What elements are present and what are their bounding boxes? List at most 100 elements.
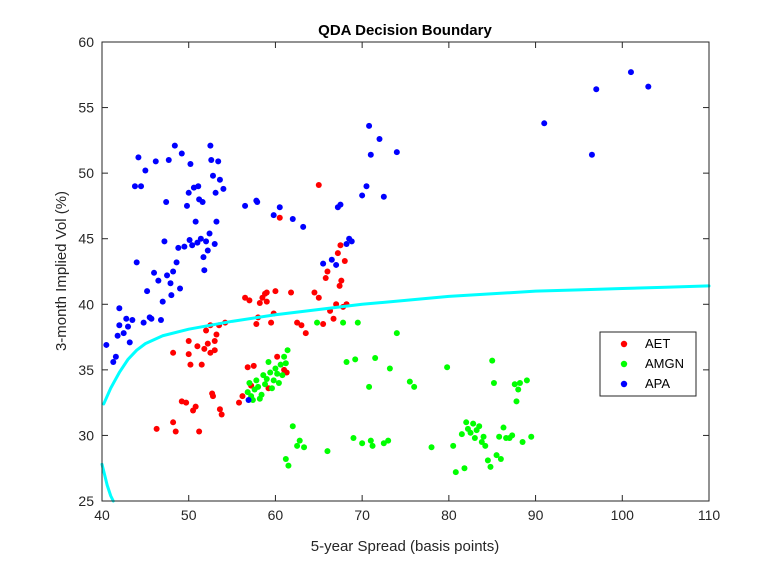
point-amgn bbox=[354, 319, 361, 326]
point-amgn bbox=[513, 398, 520, 405]
boundary-curve-layer bbox=[100, 284, 711, 503]
point-apa bbox=[245, 397, 252, 404]
point-amgn bbox=[343, 358, 350, 365]
point-aet bbox=[239, 393, 246, 400]
point-apa bbox=[125, 323, 132, 330]
point-aet bbox=[244, 364, 251, 371]
point-aet bbox=[320, 320, 327, 327]
point-aet bbox=[218, 411, 225, 418]
point-aet bbox=[170, 419, 177, 426]
series-amgn bbox=[244, 319, 535, 476]
point-apa bbox=[181, 243, 188, 250]
point-apa bbox=[183, 202, 190, 209]
point-apa bbox=[129, 317, 136, 324]
point-amgn bbox=[444, 364, 451, 371]
point-apa bbox=[178, 150, 185, 157]
point-apa bbox=[363, 183, 370, 190]
point-apa bbox=[120, 330, 127, 337]
point-amgn bbox=[282, 360, 289, 367]
point-aet bbox=[246, 297, 253, 304]
point-apa bbox=[204, 247, 211, 254]
point-amgn bbox=[274, 370, 281, 377]
point-apa bbox=[328, 256, 335, 263]
point-apa bbox=[220, 185, 227, 192]
point-amgn bbox=[482, 442, 489, 449]
point-amgn bbox=[406, 378, 413, 385]
point-amgn bbox=[285, 462, 292, 469]
point-aet bbox=[336, 282, 343, 289]
point-amgn bbox=[411, 383, 418, 390]
point-amgn bbox=[258, 391, 265, 398]
point-apa bbox=[173, 259, 180, 266]
point-amgn bbox=[386, 365, 393, 372]
point-amgn bbox=[519, 438, 526, 445]
point-amgn bbox=[314, 319, 321, 326]
point-apa bbox=[366, 122, 373, 129]
point-amgn bbox=[452, 469, 459, 476]
point-apa bbox=[200, 254, 207, 261]
point-amgn bbox=[500, 424, 507, 431]
y-axis-label: 3-month Implied Vol (%) bbox=[53, 191, 70, 351]
point-aet bbox=[250, 362, 257, 369]
point-amgn bbox=[523, 377, 530, 384]
point-apa bbox=[157, 317, 164, 324]
point-amgn bbox=[458, 431, 465, 438]
x-tick-label: 90 bbox=[528, 507, 544, 523]
point-apa bbox=[216, 176, 223, 183]
point-apa bbox=[123, 315, 130, 322]
point-apa bbox=[152, 158, 159, 165]
x-tick-label: 50 bbox=[181, 507, 197, 523]
point-apa bbox=[289, 216, 296, 223]
point-amgn bbox=[324, 448, 331, 455]
x-tick-label: 80 bbox=[441, 507, 457, 523]
point-apa bbox=[376, 136, 383, 143]
point-aet bbox=[236, 399, 243, 406]
ticks-layer: 40 50 60 70 80 90 100 110 25 30 35 40 45 50 55 60 bbox=[78, 34, 720, 523]
point-amgn bbox=[511, 381, 518, 388]
legend-label-aet: AET bbox=[645, 336, 670, 351]
point-amgn bbox=[470, 420, 477, 427]
legend-box bbox=[599, 331, 697, 397]
point-aet bbox=[216, 406, 223, 413]
point-apa bbox=[367, 151, 374, 158]
series-apa bbox=[103, 69, 652, 404]
point-apa bbox=[103, 341, 110, 348]
point-apa bbox=[144, 288, 151, 295]
point-amgn bbox=[480, 433, 487, 440]
point-apa bbox=[208, 157, 215, 164]
point-apa bbox=[161, 238, 168, 245]
point-apa bbox=[142, 167, 149, 174]
point-apa bbox=[276, 204, 283, 211]
point-amgn bbox=[450, 442, 457, 449]
point-aet bbox=[211, 338, 218, 345]
point-amgn bbox=[385, 437, 392, 444]
point-amgn bbox=[352, 356, 359, 363]
point-amgn bbox=[516, 379, 523, 386]
point-apa bbox=[148, 315, 155, 322]
point-amgn bbox=[366, 383, 373, 390]
point-aet bbox=[211, 347, 218, 354]
points-layer bbox=[103, 69, 652, 476]
point-amgn bbox=[509, 432, 516, 439]
point-apa bbox=[380, 193, 387, 200]
point-aet bbox=[274, 353, 281, 360]
point-aet bbox=[209, 393, 216, 400]
point-aet bbox=[302, 330, 309, 337]
point-apa bbox=[627, 69, 634, 76]
point-aet bbox=[242, 294, 249, 301]
point-apa bbox=[114, 332, 121, 339]
x-tick-label: 40 bbox=[94, 507, 110, 523]
point-amgn bbox=[260, 372, 267, 379]
point-apa bbox=[116, 322, 123, 329]
point-aet bbox=[311, 289, 318, 296]
point-amgn bbox=[493, 452, 500, 459]
point-apa bbox=[159, 298, 166, 305]
point-aet bbox=[196, 428, 203, 435]
point-apa bbox=[116, 305, 123, 312]
point-aet bbox=[198, 361, 205, 368]
point-apa bbox=[140, 319, 147, 326]
point-amgn bbox=[484, 457, 491, 464]
boundary-curve-lower bbox=[100, 462, 115, 503]
